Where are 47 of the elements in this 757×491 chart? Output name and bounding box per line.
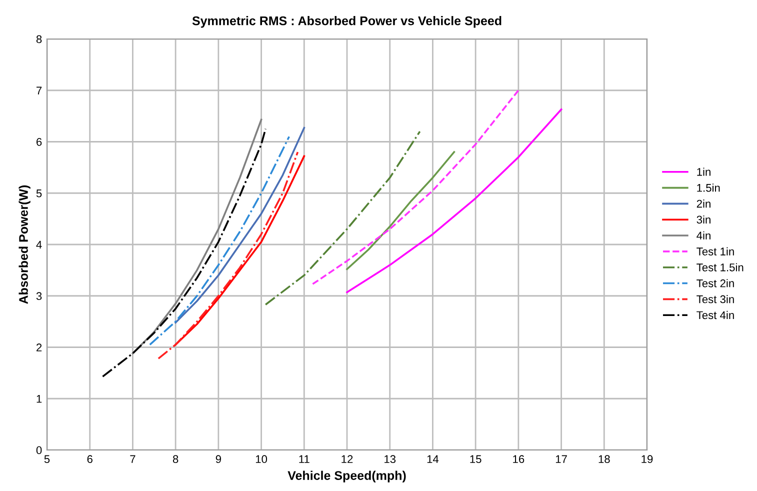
x-tick-label: 15 [470, 455, 482, 464]
legend-label: Test 1in [696, 247, 734, 256]
x-tick-label: 12 [342, 455, 353, 463]
x-tick-label: 6 [87, 455, 92, 464]
legend-label: 1.5in [697, 184, 720, 192]
x-tick-label: 13 [384, 455, 396, 464]
x-tick-label: 16 [513, 455, 524, 464]
y-axis-title: Absorbed Power(W) [18, 185, 30, 304]
line-series [264, 130, 421, 306]
x-tick-label: 9 [216, 455, 221, 464]
legend-label: 3in [696, 215, 710, 224]
x-tick-label: 18 [598, 455, 610, 464]
x-tick-label: 10 [256, 455, 268, 464]
line-series [102, 128, 266, 378]
legend-label: 4in [696, 231, 710, 240]
line-series [132, 118, 262, 354]
line-series [174, 155, 306, 346]
x-tick-label: 8 [172, 455, 178, 464]
x-tick-label: 5 [44, 455, 50, 464]
y-tick-label: 1 [36, 395, 42, 403]
legend-label: Test 4in [696, 310, 734, 320]
x-tick-label: 7 [130, 455, 136, 463]
y-tick-label: 8 [36, 35, 42, 44]
y-tick-label: 2 [36, 344, 42, 352]
chart-title: Symmetric RMS : Absorbed Power vs Vehicle Speed [192, 16, 502, 28]
y-tick-label: 4 [36, 240, 42, 249]
line-series [158, 151, 299, 360]
legend-label: Test 2in [696, 279, 734, 288]
line-series [346, 108, 562, 294]
x-tick-label: 17 [556, 455, 567, 463]
x-tick-label: 19 [642, 455, 653, 464]
line-series [174, 126, 306, 324]
line-series [148, 136, 290, 346]
x-axis-title: Vehicle Speed(mph) [288, 470, 406, 482]
x-tick-label: 11 [299, 455, 310, 463]
y-tick-label: 7 [36, 86, 42, 94]
line-series [346, 151, 456, 270]
legend-label: 2in [696, 200, 710, 208]
y-tick-label: 6 [36, 138, 42, 146]
y-tick-label: 3 [36, 292, 42, 300]
x-tick-label: 14 [427, 455, 439, 463]
legend-label: Test 1.5in [696, 263, 744, 272]
y-tick-label: 0 [36, 446, 42, 454]
legend-label: 1in [697, 168, 710, 176]
legend-label: Test 3in [696, 295, 734, 304]
y-tick-label: 5 [36, 190, 42, 198]
line-series [312, 89, 520, 285]
